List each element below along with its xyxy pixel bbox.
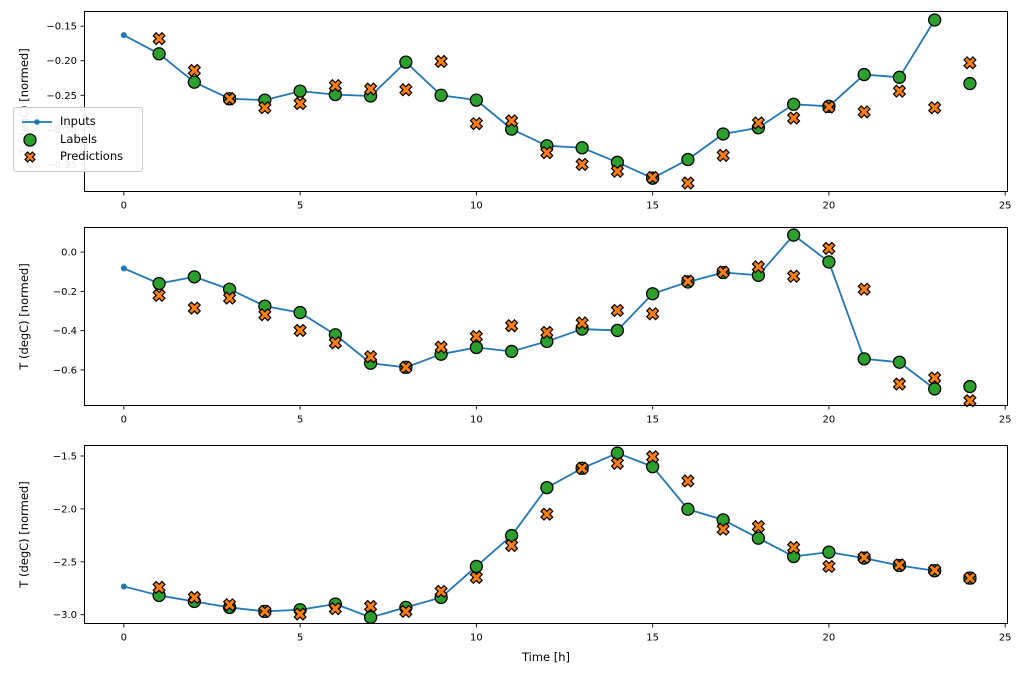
svg-text:10: 10 xyxy=(470,633,483,644)
svg-text:−0.6: −0.6 xyxy=(53,365,77,376)
svg-text:0: 0 xyxy=(121,201,127,212)
legend-label-inputs: Inputs xyxy=(60,114,96,129)
plot-area-bottom: 0 5 10 15 20 25 −1.5 −2.0 −2.5 −3.0 T (degC) [norm… xyxy=(17,445,1012,644)
legend-label-labels: Labels xyxy=(60,131,98,146)
axes-border xyxy=(84,11,1008,192)
svg-text:0: 0 xyxy=(121,415,127,426)
series-labels xyxy=(152,446,977,624)
svg-text:−0.20: −0.20 xyxy=(46,56,77,67)
svg-text:−2.0: −2.0 xyxy=(53,504,77,515)
subplot-middle: 0 5 10 15 20 25 0.0 −0.2 −0.4 −0.6 T (degC) [norme… xyxy=(17,227,1012,426)
labels-circle-icon xyxy=(23,132,37,147)
svg-text:5: 5 xyxy=(297,633,303,644)
series-inputs xyxy=(120,16,938,182)
x-axis-ticks: 0 5 10 15 20 25 xyxy=(121,406,1012,426)
inputs-line-dot-icon xyxy=(22,119,52,125)
svg-text:15: 15 xyxy=(646,201,659,212)
svg-text:−3.0: −3.0 xyxy=(53,610,77,621)
subplot-bottom: 0 5 10 15 20 25 −1.5 −2.0 −2.5 −3.0 T (degC) [norm… xyxy=(17,445,1012,644)
x-axis-label: Time [h] xyxy=(521,650,571,664)
svg-text:−0.25: −0.25 xyxy=(46,91,77,102)
series-inputs xyxy=(120,450,938,621)
y-axis-label: T (degC) [normed] xyxy=(17,263,31,370)
x-axis-ticks: 0 5 10 15 20 25 xyxy=(121,624,1012,644)
legend: Inputs Labels Predictions xyxy=(13,107,143,172)
svg-text:15: 15 xyxy=(646,415,659,426)
x-axis-ticks: 0 5 10 15 20 25 xyxy=(121,192,1012,212)
svg-text:25: 25 xyxy=(999,633,1012,644)
series-predictions xyxy=(152,31,977,190)
svg-text:−0.2: −0.2 xyxy=(53,287,77,298)
y-axis-ticks: 0.0 −0.2 −0.4 −0.6 xyxy=(53,248,84,376)
svg-text:25: 25 xyxy=(999,201,1012,212)
svg-text:25: 25 xyxy=(999,415,1012,426)
y-axis-ticks: −1.5 −2.0 −2.5 −3.0 xyxy=(53,452,84,621)
svg-text:10: 10 xyxy=(470,201,483,212)
svg-text:−1.5: −1.5 xyxy=(53,452,77,463)
svg-text:20: 20 xyxy=(823,633,836,644)
predictions-x-icon xyxy=(24,151,36,163)
svg-text:−2.5: −2.5 xyxy=(53,557,77,568)
legend-item-labels: Labels xyxy=(21,131,134,149)
svg-text:10: 10 xyxy=(470,415,483,426)
y-axis-label: T (degC) [normed] xyxy=(17,481,31,588)
axes-border xyxy=(84,445,1008,624)
legend-item-predictions: Predictions xyxy=(21,148,134,166)
series-inputs xyxy=(120,232,938,392)
svg-text:5: 5 xyxy=(297,201,303,212)
legend-label-predictions: Predictions xyxy=(60,149,124,164)
svg-text:15: 15 xyxy=(646,633,659,644)
svg-text:0.0: 0.0 xyxy=(61,248,77,259)
axes-border xyxy=(84,227,1008,406)
svg-text:0: 0 xyxy=(121,633,127,644)
svg-text:20: 20 xyxy=(823,201,836,212)
svg-text:−0.15: −0.15 xyxy=(46,22,77,33)
series-predictions xyxy=(152,241,977,408)
series-labels xyxy=(152,228,977,396)
series-predictions xyxy=(152,450,977,621)
legend-item-inputs: Inputs xyxy=(21,113,134,131)
svg-text:5: 5 xyxy=(297,415,303,426)
plot-area-middle: 0 5 10 15 20 25 0.0 −0.2 −0.4 −0.6 T (degC) [norme… xyxy=(17,227,1012,426)
svg-text:20: 20 xyxy=(823,415,836,426)
series-labels xyxy=(152,13,977,185)
svg-text:−0.4: −0.4 xyxy=(53,326,77,337)
